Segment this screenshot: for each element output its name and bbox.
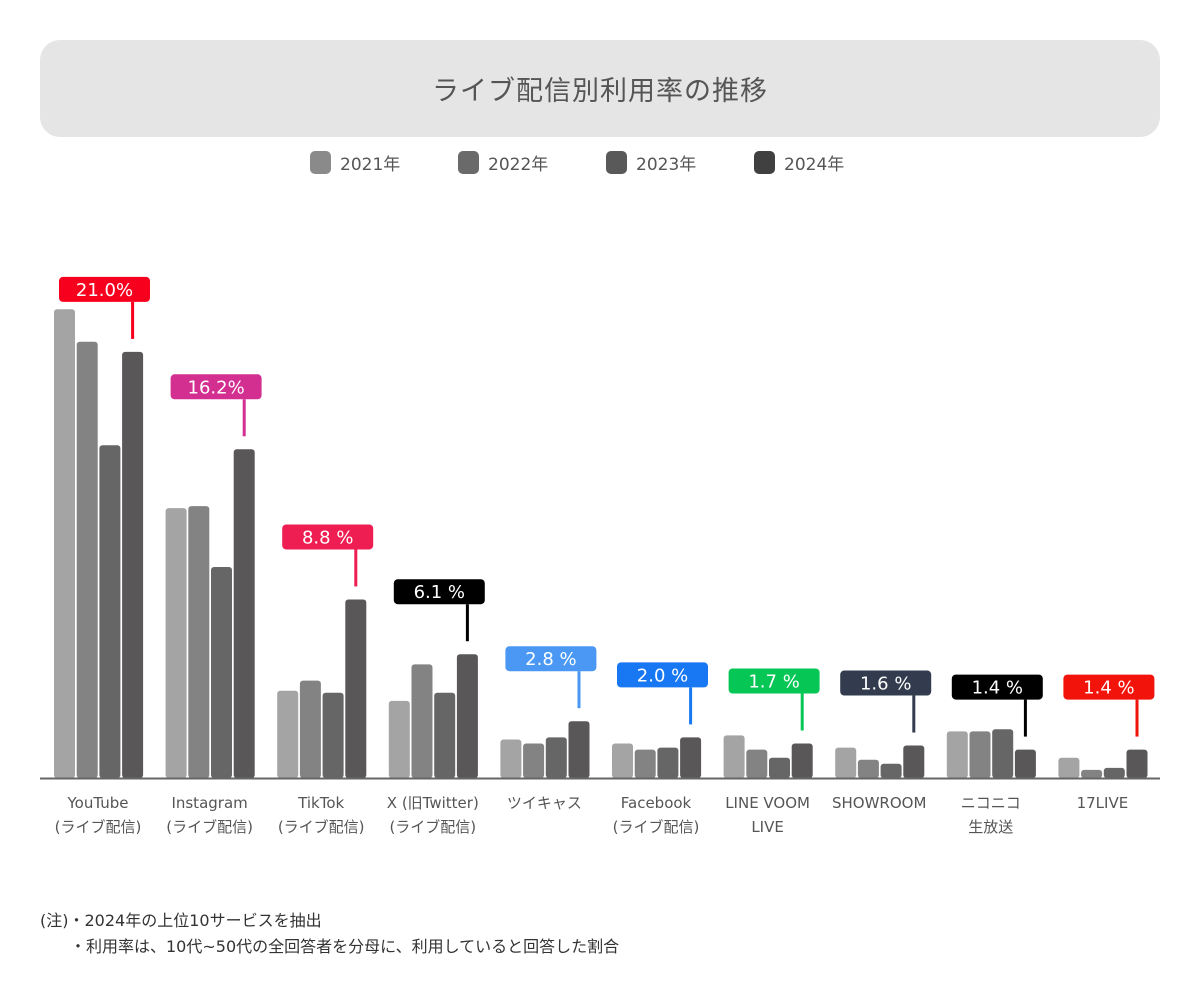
category-label: (ライブ配信) — [389, 818, 476, 836]
data-label: 1.4 % — [1083, 678, 1134, 699]
category-label: (ライブ配信) — [166, 818, 253, 836]
legend: 2021年 2022年 2023年 2024年 — [0, 150, 1200, 176]
bar-2022年 — [76, 341, 98, 778]
category-label: ニコニコ — [961, 794, 1021, 812]
legend-item-2022: 2022年 — [458, 150, 548, 175]
data-label: 2.0 % — [637, 665, 688, 686]
bar-2021年 — [835, 747, 857, 778]
legend-label: 2021年 — [340, 155, 401, 175]
legend-label: 2024年 — [784, 155, 845, 175]
category-label: 生放送 — [968, 818, 1013, 836]
data-label-box — [393, 579, 485, 605]
legend-swatch — [754, 151, 775, 174]
data-label-box — [1063, 674, 1155, 700]
chart-title-banner: ライブ配信別利用率の推移 — [40, 40, 1160, 137]
data-label: 8.8 % — [302, 527, 353, 548]
category-label: 17LIVE — [1077, 794, 1129, 812]
legend-label: 2023年 — [636, 155, 697, 175]
bar-2024年 — [345, 599, 367, 778]
bar-2024年 — [122, 351, 144, 778]
footnotes: (注)・2024年の上位10サービスを抽出 ・利用率は、10代~50代の全回答者… — [40, 908, 619, 960]
bar-2022年 — [188, 506, 210, 778]
bar-chart: 21.0% YouTube (ライブ配信) 16.2% Instagram (ライブ配信)… — [40, 276, 1160, 836]
bar-2024年 — [903, 745, 925, 778]
legend-item-2021: 2021年 — [310, 150, 400, 175]
bar-2022年 — [634, 749, 656, 778]
category-label: Facebook — [621, 794, 692, 812]
data-label-box — [951, 674, 1043, 700]
footnote-1: (注)・2024年の上位10サービスを抽出 — [40, 911, 322, 930]
chart-title: ライブ配信別利用率の推移 — [432, 76, 768, 107]
category-label: LIVE — [751, 818, 784, 836]
category-label: YouTube — [67, 794, 129, 812]
bar-2021年 — [500, 739, 522, 778]
bar-2022年 — [1081, 769, 1103, 778]
data-label: 1.7 % — [748, 672, 799, 693]
bar-2021年 — [277, 690, 299, 778]
data-label: 2.8 % — [525, 649, 576, 670]
bar-2023年 — [992, 729, 1014, 778]
data-label: 1.4 % — [972, 678, 1023, 699]
legend-swatch — [606, 151, 627, 174]
data-label-box — [170, 374, 262, 400]
data-label: 6.1 % — [414, 582, 465, 603]
bar-2023年 — [880, 763, 902, 778]
category-label: ツイキャス — [507, 794, 582, 812]
bar-2023年 — [1103, 767, 1125, 778]
data-label-box — [282, 524, 374, 550]
data-label: 16.2% — [188, 377, 245, 398]
bar-2023年 — [322, 692, 344, 778]
bar-2023年 — [434, 692, 456, 778]
bar-2022年 — [746, 749, 768, 778]
bar-2021年 — [1058, 757, 1080, 778]
legend-item-2024: 2024年 — [754, 150, 844, 175]
bar-2024年 — [1126, 749, 1148, 778]
bar-2023年 — [657, 747, 679, 778]
category-label: SHOWROOM — [832, 794, 926, 812]
bar-2024年 — [456, 654, 478, 778]
footnote-2: ・利用率は、10代~50代の全回答者を分母に、利用していると回答した割合 — [70, 937, 620, 956]
bar-2021年 — [946, 731, 968, 778]
bar-2024年 — [233, 449, 255, 778]
bar-2023年 — [545, 737, 567, 778]
legend-swatch — [310, 151, 331, 174]
category-label: LINE VOOM — [725, 794, 810, 812]
category-label: (ライブ配信) — [278, 818, 365, 836]
legend-item-2023: 2023年 — [606, 150, 696, 175]
data-label-box — [505, 646, 597, 672]
bar-2022年 — [411, 664, 433, 778]
bar-2022年 — [299, 680, 321, 778]
bar-2022年 — [969, 731, 991, 778]
legend-swatch — [458, 151, 479, 174]
category-label: X (旧Twitter) — [387, 794, 479, 812]
bar-2024年 — [568, 721, 590, 778]
category-label: Instagram — [171, 794, 247, 812]
bar-2023年 — [99, 445, 121, 778]
bar-2023年 — [211, 566, 232, 778]
bar-2024年 — [1014, 749, 1036, 778]
bar-2021年 — [612, 743, 633, 778]
data-label-box — [840, 670, 932, 696]
data-label: 1.6 % — [860, 674, 911, 695]
bar-2024年 — [680, 737, 702, 778]
data-label-box — [617, 662, 708, 688]
bar-2021年 — [388, 700, 410, 778]
bar-2024年 — [791, 743, 813, 778]
bar-2023年 — [769, 757, 790, 778]
legend-label: 2022年 — [488, 155, 549, 175]
data-label-box — [59, 276, 150, 302]
data-label-box — [728, 668, 820, 694]
category-label: TikTok — [297, 794, 344, 812]
bar-2021年 — [165, 508, 187, 778]
category-label: (ライブ配信) — [613, 818, 700, 836]
bar-2022年 — [857, 759, 879, 778]
bar-2021年 — [723, 735, 745, 778]
bar-2022年 — [523, 743, 545, 778]
bar-2021年 — [54, 309, 75, 778]
data-label: 21.0% — [76, 280, 133, 301]
category-label: (ライブ配信) — [55, 818, 142, 836]
